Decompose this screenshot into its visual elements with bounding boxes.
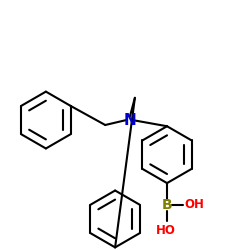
- Text: OH: OH: [184, 198, 204, 210]
- Text: B: B: [162, 198, 172, 212]
- Text: N: N: [124, 112, 136, 128]
- Text: HO: HO: [156, 224, 176, 237]
